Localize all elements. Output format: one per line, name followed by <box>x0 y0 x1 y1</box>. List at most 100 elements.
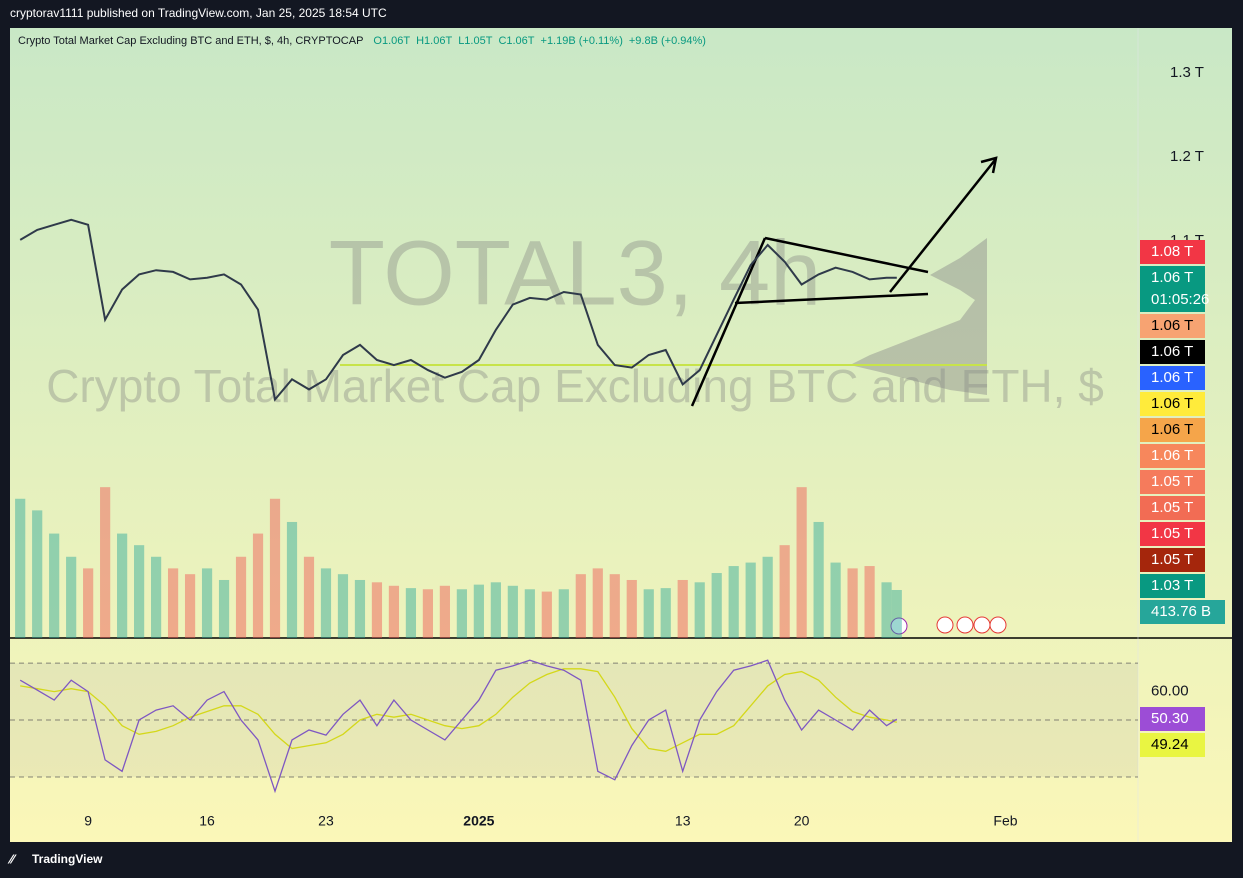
price-label: 1.06 T <box>1151 343 1193 360</box>
y-tick-label: 1.3 T <box>1170 64 1204 81</box>
volume-bar <box>371 582 383 638</box>
volume-bar <box>252 533 264 638</box>
price-label-bg <box>1140 392 1205 416</box>
price-label: 1.05 T <box>1151 525 1193 542</box>
volume-bar <box>694 582 705 638</box>
footer: TradingView <box>32 852 103 866</box>
volume-bar <box>711 573 722 638</box>
price-label-bg <box>1140 548 1205 572</box>
volume-bar <box>100 487 111 638</box>
price-label-bg <box>1140 266 1205 312</box>
x-tick-label: 2025 <box>463 813 494 829</box>
countdown: 01:05:26 <box>1151 291 1209 308</box>
legend-title: Crypto Total Market Cap Excluding BTC an… <box>18 35 363 47</box>
volume-bar <box>269 498 281 638</box>
volume-bar <box>286 521 298 638</box>
y-tick-label: 1.2 T <box>1170 148 1204 165</box>
volume-bar <box>303 556 315 638</box>
volume-bar <box>507 585 518 638</box>
volume-bar <box>609 574 620 638</box>
volume-bar <box>439 585 450 638</box>
price-label-bg <box>1140 496 1205 520</box>
volume-profile <box>850 238 987 395</box>
volume-bar <box>337 574 349 638</box>
volume-bar <box>864 566 875 638</box>
volume-bar <box>32 510 43 638</box>
rsi-tick-label: 60.00 <box>1151 683 1189 700</box>
volume-bar <box>796 487 807 638</box>
x-tick-label: 9 <box>84 813 92 829</box>
volume-label: 413.76 B <box>1151 603 1211 620</box>
volume-bar <box>167 568 179 638</box>
volume-bar <box>354 579 366 638</box>
x-tick-label: 16 <box>199 813 215 829</box>
x-tick-label: 13 <box>675 813 691 829</box>
volume-bar <box>235 556 247 638</box>
volume-label-bg <box>1140 600 1225 624</box>
event-icons <box>890 616 1007 635</box>
volume-bar <box>745 562 756 638</box>
volume-bar <box>643 589 654 638</box>
price-label: 1.06 T <box>1151 369 1193 386</box>
legend-ohlc: +9.8B (+0.94%) <box>629 35 706 47</box>
price-label: 1.05 T <box>1151 551 1193 568</box>
volume-bar <box>558 589 569 638</box>
header: cryptorav1111 published on TradingView.c… <box>10 6 387 20</box>
x-tick-label: Feb <box>993 813 1017 829</box>
price-label: 1.06 T <box>1151 317 1193 334</box>
volume-bar <box>575 574 586 638</box>
volume-bar <box>83 568 94 638</box>
volume-bar <box>134 545 145 638</box>
price-label-bg <box>1140 314 1205 338</box>
volume-bar <box>201 568 213 638</box>
price-label-bg <box>1140 470 1205 494</box>
rsi-label: 49.24 <box>1151 736 1189 753</box>
volume-bar <box>541 591 552 638</box>
price-line <box>19 218 897 402</box>
volume-bar <box>891 589 902 638</box>
price-label-bg <box>1140 418 1205 442</box>
volume-bar <box>15 498 26 638</box>
volume-bar <box>422 589 433 638</box>
volume-bar <box>677 579 688 638</box>
price-label: 1.03 T <box>1151 577 1193 594</box>
price-label-bg <box>1140 522 1205 546</box>
volume-bar <box>490 582 501 638</box>
volume-bar <box>779 545 790 638</box>
volume-bar <box>762 556 773 638</box>
legend-ohlc: +1.19B (+0.11%) <box>541 35 623 47</box>
legend-ohlc: O1.06T <box>373 35 410 47</box>
volume-bar <box>66 556 77 638</box>
x-tick-label: 20 <box>794 813 810 829</box>
watermark: TOTAL3, 4h <box>329 222 822 324</box>
price-label: 1.05 T <box>1151 499 1193 516</box>
volume-bar <box>592 568 603 638</box>
volume-bar <box>405 588 417 638</box>
volume-bar <box>813 521 824 638</box>
volume-bar <box>456 589 467 638</box>
price-label: 1.06 T <box>1151 269 1193 286</box>
price-label-bg <box>1140 340 1205 364</box>
rsi-label: 50.30 <box>1151 710 1189 727</box>
drawings <box>690 156 998 407</box>
volume-bar <box>388 585 400 638</box>
rsi-line <box>20 668 897 752</box>
price-label: 1.08 T <box>1151 243 1193 260</box>
chart-background <box>10 28 1232 842</box>
price-label: 1.06 T <box>1151 395 1193 412</box>
logo: ⁄⁄ <box>7 851 17 866</box>
price-label: 1.06 T <box>1151 421 1193 438</box>
volume-bar <box>524 589 535 638</box>
legend-ohlc: C1.06T <box>498 35 534 47</box>
volume-bar <box>881 582 892 638</box>
rsi-label-bg <box>1140 707 1205 731</box>
volume-bar <box>49 533 60 638</box>
volume-bar <box>660 588 671 638</box>
volume-bar <box>320 568 332 638</box>
price-label-bg <box>1140 240 1205 264</box>
legend-ohlc: H1.06T <box>416 35 452 47</box>
rsi-label-bg <box>1140 733 1205 757</box>
volume-bar <box>626 579 637 638</box>
price-label-bg <box>1140 574 1205 598</box>
legend-ohlc: L1.05T <box>458 35 493 47</box>
